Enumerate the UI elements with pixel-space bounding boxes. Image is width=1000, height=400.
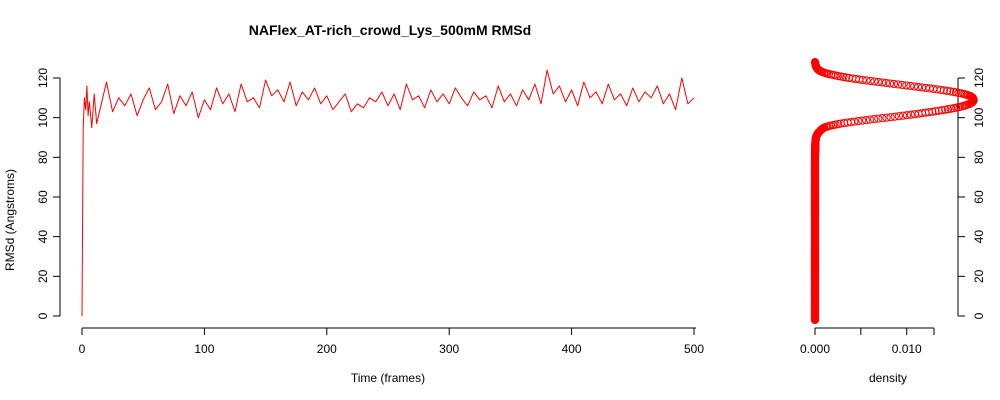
- y-tick-label: 100: [36, 107, 50, 127]
- x-tick-label: 100: [194, 342, 214, 356]
- x-tick-label: 200: [317, 342, 337, 356]
- density-point: [886, 113, 895, 122]
- density-point: [870, 115, 879, 124]
- density-point: [921, 83, 931, 93]
- density-point: [874, 114, 883, 123]
- density-y-axis-ticks: 0 20 40 60 80 100 120: [958, 68, 986, 319]
- y-tick-label: 120: [36, 68, 50, 88]
- density-x-axis-label: density: [869, 371, 907, 385]
- x-tick-label: 400: [562, 342, 582, 356]
- density-point: [810, 58, 820, 67]
- density-point: [885, 79, 895, 88]
- y-axis-label: RMSd (Angstroms): [3, 169, 17, 271]
- density-point: [946, 87, 955, 96]
- density-point: [889, 79, 898, 89]
- density-point: [890, 112, 899, 121]
- density-point: [866, 76, 875, 86]
- density-point: [943, 105, 953, 114]
- density-point: [862, 116, 871, 125]
- density-point: [865, 115, 875, 124]
- x-tick-label: 0: [79, 342, 86, 356]
- density-x-tick-label: 0.000: [800, 342, 830, 356]
- density-y-tick-label: 120: [972, 68, 986, 88]
- density-point: [934, 106, 943, 115]
- density-point: [839, 72, 848, 82]
- density-point: [914, 82, 923, 92]
- density-point: [893, 80, 903, 89]
- y-tick-label: 20: [36, 269, 50, 283]
- density-y-tick-label: 40: [972, 230, 986, 244]
- density-point: [874, 77, 883, 87]
- density-point: [917, 83, 927, 92]
- density-point: [870, 77, 879, 86]
- density-point: [910, 82, 919, 91]
- density-point: [850, 117, 859, 126]
- rmsd-series-line: [81, 69, 695, 317]
- density-point: [931, 107, 940, 116]
- density-point: [842, 73, 851, 82]
- density-point: [878, 78, 887, 87]
- density-x-tick-label: 0.010: [892, 342, 922, 356]
- y-tick-label: 40: [36, 230, 50, 244]
- density-point: [881, 78, 891, 88]
- density-point: [848, 74, 857, 83]
- density-y-tick-label: 80: [972, 150, 986, 164]
- density-point: [854, 117, 863, 126]
- density-point: [898, 80, 907, 90]
- density-point: [898, 111, 908, 120]
- density-points: [810, 58, 978, 325]
- y-tick-label: 60: [36, 190, 50, 204]
- density-point: [946, 104, 955, 113]
- density-point: [894, 112, 904, 121]
- density-y-tick-label: 0: [972, 312, 986, 319]
- density-point: [882, 113, 891, 122]
- density-point: [878, 114, 887, 123]
- x-axis-label: Time (frames): [351, 371, 425, 385]
- density-panel: 0.000 0.010 0 20 40 60 80 100 120 density: [800, 58, 986, 385]
- x-tick-label: 500: [684, 342, 704, 356]
- density-point: [949, 87, 958, 96]
- density-point: [844, 73, 854, 83]
- y-tick-label: 0: [36, 312, 50, 319]
- density-point: [928, 107, 937, 116]
- density-point: [858, 116, 867, 125]
- density-point: [941, 105, 950, 114]
- x-tick-label: 300: [439, 342, 459, 356]
- density-x-axis-ticks: 0.000 0.010: [800, 328, 935, 356]
- y-axis-ticks: 0 20 40 60 80 100 120: [36, 68, 60, 319]
- density-point: [902, 111, 912, 120]
- density-y-tick-label: 60: [972, 190, 986, 204]
- density-y-tick-label: 100: [972, 107, 986, 127]
- density-point: [942, 86, 952, 95]
- density-point: [906, 110, 915, 119]
- x-axis-ticks: 0 100 200 300 400 500: [79, 328, 704, 356]
- density-point: [902, 81, 911, 90]
- y-tick-label: 80: [36, 150, 50, 164]
- density-point: [937, 106, 947, 115]
- density-y-tick-label: 20: [972, 269, 986, 283]
- chart-title: NAFlex_AT-rich_crowd_Lys_500mM RMSd: [249, 22, 531, 38]
- density-point: [906, 81, 915, 91]
- rmsd-timeseries-panel: 0 100 200 300 400 500 0 20 40 60 80 100 120 Time (f…: [3, 68, 704, 385]
